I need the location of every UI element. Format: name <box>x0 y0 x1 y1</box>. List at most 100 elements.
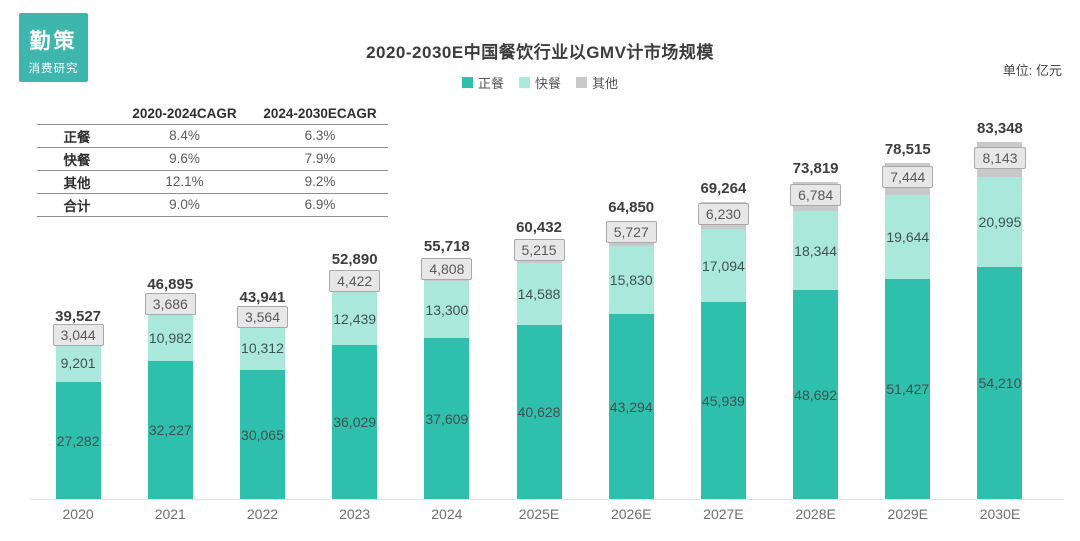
legend: 正餐 快餐 其他 <box>0 73 1080 92</box>
segment-value-label: 20,995 <box>978 214 1022 230</box>
bar-column-2021: 46,895 3,686 10,982 32,227 <box>124 69 216 499</box>
bar-segment-other: 5,727 <box>605 220 657 246</box>
bar-column-2024: 55,718 4,808 13,300 37,609 <box>401 69 493 499</box>
legend-swatch-icon <box>461 77 473 88</box>
bar-column-2023: 52,890 4,422 12,439 36,029 <box>309 69 401 499</box>
bar-segment-fast-food: 12,439 <box>332 292 378 345</box>
bar-segment-other: 3,564 <box>236 305 288 328</box>
bar-segment-other: 8,143 <box>974 142 1026 177</box>
segment-value-label: 30,065 <box>241 426 284 443</box>
bar-segment-fast-food: 9,201 <box>55 343 101 382</box>
bar-total-label: 83,348 <box>977 120 1023 137</box>
bar-segment-fast-food: 17,094 <box>700 229 746 302</box>
bar-column-2020: 39,527 3,044 9,201 27,282 <box>32 69 124 499</box>
segment-value-label: 3,044 <box>52 323 104 346</box>
table-row: 合计 9.0% 6.9% <box>37 193 388 216</box>
bar-column-2026e: 64,850 5,727 15,830 43,294 <box>585 69 677 499</box>
bar-segment-other: 6,230 <box>697 202 749 229</box>
legend-swatch-icon <box>518 77 530 88</box>
bar-column-2025e: 60,432 5,215 14,588 40,628 <box>493 69 585 499</box>
segment-value-label: 15,830 <box>609 272 653 288</box>
table-cell-cagr-2020-2024: 8.4% <box>169 128 200 143</box>
table-row-label: 快餐 <box>63 152 91 168</box>
bar-segment-fast-food: 10,312 <box>239 326 285 370</box>
x-axis-label: 2024 <box>431 506 463 522</box>
segment-value-label: 37,609 <box>425 410 469 427</box>
table-cell-cagr-2020-2024: 12.1% <box>165 174 204 189</box>
segment-value-label: 12,439 <box>333 310 377 327</box>
x-axis-label: 2029E <box>887 506 929 522</box>
chart-title: 2020-2030E中国餐饮行业以GMV计市场规模 <box>366 43 714 62</box>
segment-value-label: 51,427 <box>886 381 930 397</box>
table-cell-cagr-2020-2024: 9.0% <box>169 197 200 212</box>
legend-label: 正餐 <box>477 76 504 91</box>
legend-item-main-dining: 正餐 <box>461 73 504 92</box>
segment-value-label: 13,300 <box>425 301 469 318</box>
segment-value-label: 40,628 <box>517 404 561 420</box>
table-row: 正餐 8.4% 6.3% <box>37 124 388 147</box>
bar-column-2029e: 78,515 7,444 19,644 51,427 <box>862 69 954 499</box>
bar-segment-main-dining: 36,029 <box>332 345 378 499</box>
legend-label: 快餐 <box>534 76 561 91</box>
bar-segment-main-dining: 30,065 <box>239 370 285 499</box>
bar-total-label: 78,515 <box>884 141 931 158</box>
bar-segment-other: 4,422 <box>329 269 381 292</box>
table-row: 其他 12.1% 9.2% <box>37 170 388 193</box>
legend-swatch-icon <box>576 77 587 88</box>
x-axis-line <box>30 499 1064 500</box>
x-axis-label: 2021 <box>154 506 186 522</box>
table-header-cell: 2020-2024CAGR <box>132 106 237 122</box>
bar-segment-fast-food: 19,644 <box>885 195 931 279</box>
table-cell-cagr-2024-2030: 7.9% <box>304 151 336 166</box>
segment-value-label: 6,784 <box>790 183 842 206</box>
table-cell-cagr-2024-2030: 6.3% <box>304 128 336 143</box>
segment-value-label: 48,692 <box>794 386 837 403</box>
legend-item-other: 其他 <box>576 73 618 92</box>
x-axis-label: 2023 <box>339 506 371 522</box>
bar-total-label: 64,850 <box>608 199 655 216</box>
segment-value-label: 9,201 <box>60 354 96 371</box>
x-axis-labels: 2020 2021 2022 2023 2024 2025E 2026E 2027E 2028E… <box>32 506 1046 522</box>
segment-value-label: 3,686 <box>144 293 196 315</box>
segment-value-label: 54,210 <box>978 375 1022 391</box>
bar-segment-other: 4,808 <box>421 257 473 281</box>
segment-value-label: 4,808 <box>421 257 473 280</box>
bar-column-2030e: 83,348 8,143 20,995 54,210 <box>954 69 1046 499</box>
bar-segment-fast-food: 14,588 <box>516 263 562 325</box>
segment-value-label: 18,344 <box>794 242 837 259</box>
stacked-bar-chart: 39,527 3,044 9,201 27,282 46,895 3,686 10,982 3… <box>32 69 1046 499</box>
segment-value-label: 10,982 <box>148 329 192 346</box>
bar-segment-main-dining: 27,282 <box>55 382 101 499</box>
bar-total-label: 43,941 <box>239 289 286 306</box>
x-axis-label: 2026E <box>610 506 652 522</box>
bar-segment-main-dining: 48,692 <box>793 290 839 499</box>
bar-total-label: 69,264 <box>700 180 747 197</box>
bar-column-2028e: 73,819 6,784 18,344 48,692 <box>770 69 862 499</box>
x-axis-label: 2030E <box>979 506 1021 522</box>
bar-column-2027e: 69,264 6,230 17,094 45,939 <box>677 69 769 499</box>
bar-segment-fast-food: 18,344 <box>793 211 839 290</box>
legend-label: 其他 <box>592 76 619 91</box>
bar-total-label: 73,819 <box>792 160 839 177</box>
x-axis-label: 2020 <box>62 506 94 522</box>
legend-item-fast-food: 快餐 <box>518 73 561 92</box>
bar-segment-main-dining: 37,609 <box>424 338 470 499</box>
segment-value-label: 5,215 <box>513 239 565 261</box>
segment-value-label: 4,422 <box>329 269 381 292</box>
bar-segment-main-dining: 45,939 <box>700 302 746 499</box>
bar-total-label: 39,527 <box>55 308 102 325</box>
segment-value-label: 8,143 <box>974 146 1026 169</box>
bar-segment-main-dining: 43,294 <box>608 314 654 499</box>
bar-total-label: 60,432 <box>516 219 562 236</box>
segment-value-label: 7,444 <box>882 166 934 188</box>
segment-value-label: 17,094 <box>701 257 745 274</box>
x-axis-label: 2022 <box>246 506 279 522</box>
x-axis-label: 2025E <box>518 506 560 522</box>
bar-segment-main-dining: 40,628 <box>516 325 562 499</box>
bar-segment-main-dining: 54,210 <box>977 267 1023 499</box>
brand-name: 勤策 <box>29 30 78 53</box>
table-row: 快餐 9.6% 7.9% <box>37 147 388 170</box>
table-header-cell: 2024-2030ECAGR <box>263 106 377 122</box>
segment-value-label: 14,588 <box>517 286 561 302</box>
table-cell-cagr-2020-2024: 9.6% <box>169 151 200 166</box>
